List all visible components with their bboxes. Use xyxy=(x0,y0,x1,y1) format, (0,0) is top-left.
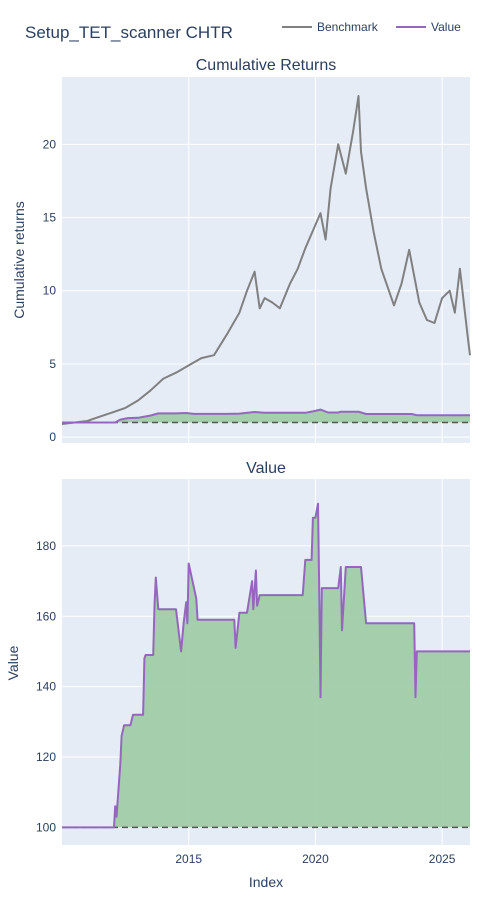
x-tick-label: 2025 xyxy=(429,852,456,866)
value-panel: Value Value Index 100 120 140 160 180 2015 202… xyxy=(5,460,470,890)
y-tick-label: 100 xyxy=(36,820,56,834)
x-tick-label: 2020 xyxy=(302,852,329,866)
panel-title-value: Value xyxy=(246,460,286,477)
x-tick-label: 2015 xyxy=(175,852,202,866)
y-tick-label: 180 xyxy=(36,539,56,553)
y-tick-label: 15 xyxy=(43,211,57,225)
series-line-value[interactable] xyxy=(62,408,470,424)
y-axis-label-cumulative-returns: Cumulative returns xyxy=(11,201,27,319)
value-fill-area xyxy=(62,409,470,423)
panel-title-cumulative-returns: Cumulative Returns xyxy=(196,57,337,74)
y-tick-label: 0 xyxy=(49,430,56,444)
legend-item-benchmark[interactable]: Benchmark xyxy=(282,20,379,34)
y-tick-label: 120 xyxy=(36,750,56,764)
cumulative-returns-panel: Cumulative Returns Cumulative returns 0 5… xyxy=(11,57,471,444)
y-axis-label-value: Value xyxy=(5,645,21,680)
series-line-value[interactable] xyxy=(62,502,470,829)
y-tick-label: 140 xyxy=(36,680,56,694)
series-line-benchmark[interactable] xyxy=(61,95,471,425)
legend-label-value: Value xyxy=(431,20,461,34)
y-tick-label: 10 xyxy=(43,284,57,298)
plot-area-0 xyxy=(62,77,470,443)
y-tick-label: 20 xyxy=(43,137,57,151)
chart-title: Setup_TET_scanner CHTR xyxy=(25,23,233,42)
y-tick-label: 5 xyxy=(49,357,56,371)
legend-label-benchmark: Benchmark xyxy=(317,20,379,34)
legend[interactable]: Benchmark Value xyxy=(282,20,461,34)
value-fill-area xyxy=(62,503,470,828)
legend-item-value[interactable]: Value xyxy=(396,20,461,34)
x-axis-label: Index xyxy=(249,874,283,890)
y-tick-label: 160 xyxy=(36,609,56,623)
